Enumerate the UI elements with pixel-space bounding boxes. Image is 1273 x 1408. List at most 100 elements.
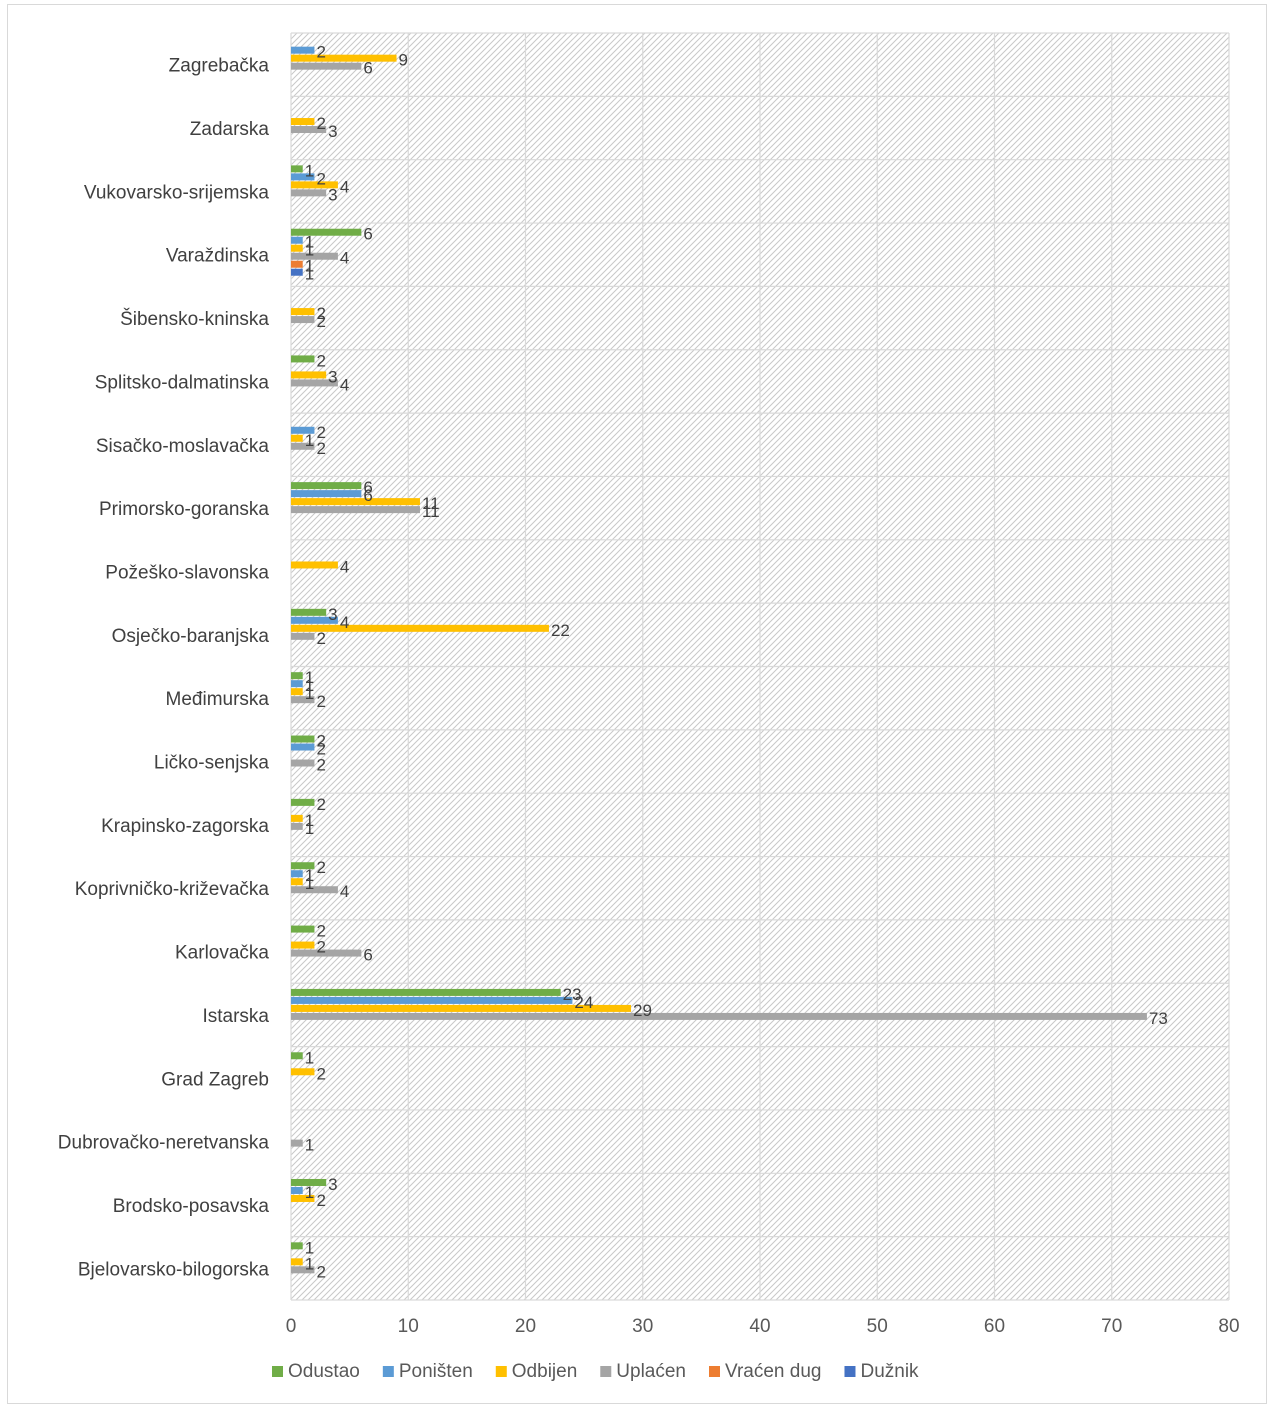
bar-value-label: 2: [316, 423, 325, 442]
bar: [291, 1242, 303, 1250]
bar-value-label: 1: [305, 874, 314, 893]
bar-value-label: 11: [422, 494, 440, 513]
bar: [291, 925, 315, 933]
bar: [291, 434, 303, 442]
bar-value-label: 6: [363, 946, 372, 965]
bar: [291, 371, 327, 379]
bar-value-label: 2: [316, 858, 325, 877]
bar: [291, 988, 561, 996]
bar: [291, 260, 303, 268]
bar-value-label: 2: [316, 439, 325, 458]
bar: [291, 941, 315, 949]
bar: [291, 1004, 632, 1012]
bar: [291, 878, 303, 886]
bar: [291, 490, 362, 498]
bar: [291, 189, 327, 197]
bar-value-label: 1: [305, 431, 314, 450]
bar-value-label: 2: [316, 938, 325, 957]
bar: [291, 870, 303, 878]
bar-value-label: 2: [316, 351, 325, 370]
bar: [291, 696, 315, 704]
bar: [291, 862, 315, 870]
bar-value-label: 2: [316, 795, 325, 814]
bar-value-label: 2: [316, 114, 325, 133]
bar-value-label: 11: [422, 502, 440, 521]
bar: [291, 46, 315, 54]
bar: [291, 1068, 315, 1076]
bar-value-label: 1: [305, 161, 314, 180]
chart-frame: [7, 4, 1267, 1404]
category-label: Vukovarsko-srijemska: [84, 182, 270, 203]
bar-value-label: 3: [328, 122, 337, 141]
bar: [291, 355, 315, 363]
bar-value-label: 3: [328, 605, 337, 624]
bar: [291, 236, 303, 244]
bar-value-label: 2: [316, 740, 325, 759]
bar-value-label: 2: [316, 312, 325, 331]
bar-value-label: 1: [305, 684, 314, 703]
category-label: Bjelovarsko-bilogorska: [78, 1259, 270, 1280]
bar-value-label: 73: [1149, 1009, 1168, 1028]
legend-swatch: [495, 1366, 507, 1377]
bar: [291, 814, 303, 822]
bar: [291, 735, 315, 743]
category-label: Zadarska: [190, 119, 270, 140]
bars: [291, 46, 1147, 1274]
bar: [291, 1266, 315, 1274]
bar-value-label: 1: [305, 819, 314, 838]
bar-value-label: 6: [363, 486, 372, 505]
legend-label: Vraćen dug: [725, 1361, 821, 1382]
legend-label: Dužnik: [860, 1361, 919, 1382]
bar-value-label: 2: [316, 1191, 325, 1210]
bar: [291, 316, 315, 324]
bar: [291, 498, 420, 506]
bar: [291, 244, 303, 252]
category-label: Koprivničko-križevačka: [75, 879, 270, 900]
bar-value-label: 1: [305, 866, 314, 885]
legend: Odustao Poništen Odbijen Uplaćen Vraćen dug D…: [272, 1361, 919, 1382]
bar: [291, 1178, 327, 1186]
bar-value-label: 4: [340, 613, 349, 632]
bar-value-label: 2: [316, 1064, 325, 1083]
category-label: Primorsko-goranska: [99, 499, 269, 520]
bar: [291, 252, 338, 260]
bar-value-label: 4: [340, 249, 349, 268]
bar: [291, 624, 549, 632]
bar: [291, 118, 315, 126]
bar: [291, 165, 303, 173]
bar: [291, 62, 362, 70]
bar: [291, 608, 327, 616]
bar-value-label: 4: [340, 375, 349, 394]
category-label: Osječko-baranjska: [112, 626, 270, 647]
bar: [291, 1012, 1147, 1020]
bar: [291, 173, 315, 181]
bar: [291, 561, 338, 569]
bar: [291, 268, 303, 276]
category-label: Požeško-slavonska: [105, 562, 269, 583]
legend-swatch: [600, 1366, 612, 1377]
bar-value-label: 1: [305, 676, 314, 695]
x-tick-label: 50: [867, 1316, 888, 1337]
x-tick-label: 40: [749, 1316, 770, 1337]
bar: [291, 759, 315, 767]
x-tick-label: 10: [398, 1316, 419, 1337]
x-tick-label: 30: [632, 1316, 653, 1337]
bar-value-label: 3: [328, 185, 337, 204]
bar: [291, 308, 315, 316]
bar-value-label: 2: [316, 304, 325, 323]
category-label: Brodsko-posavska: [113, 1196, 270, 1217]
bar-value-label: 1: [305, 1183, 314, 1202]
bar: [291, 442, 315, 450]
bar-value-label: 3: [328, 367, 337, 386]
legend-swatch: [272, 1366, 283, 1377]
legend-swatch: [709, 1366, 720, 1377]
bar-value-label: 4: [340, 557, 349, 576]
horizontal-gridlines: [291, 32, 1229, 1301]
bar-value-label: 22: [551, 621, 570, 640]
bar-value-label: 1: [305, 1238, 314, 1257]
bar-value-label: 4: [340, 882, 349, 901]
legend-label: Odustao: [288, 1361, 360, 1382]
category-label: Ličko-senjska: [154, 753, 270, 774]
legend-swatch: [382, 1366, 394, 1377]
bar-value-label: 2: [316, 922, 325, 941]
